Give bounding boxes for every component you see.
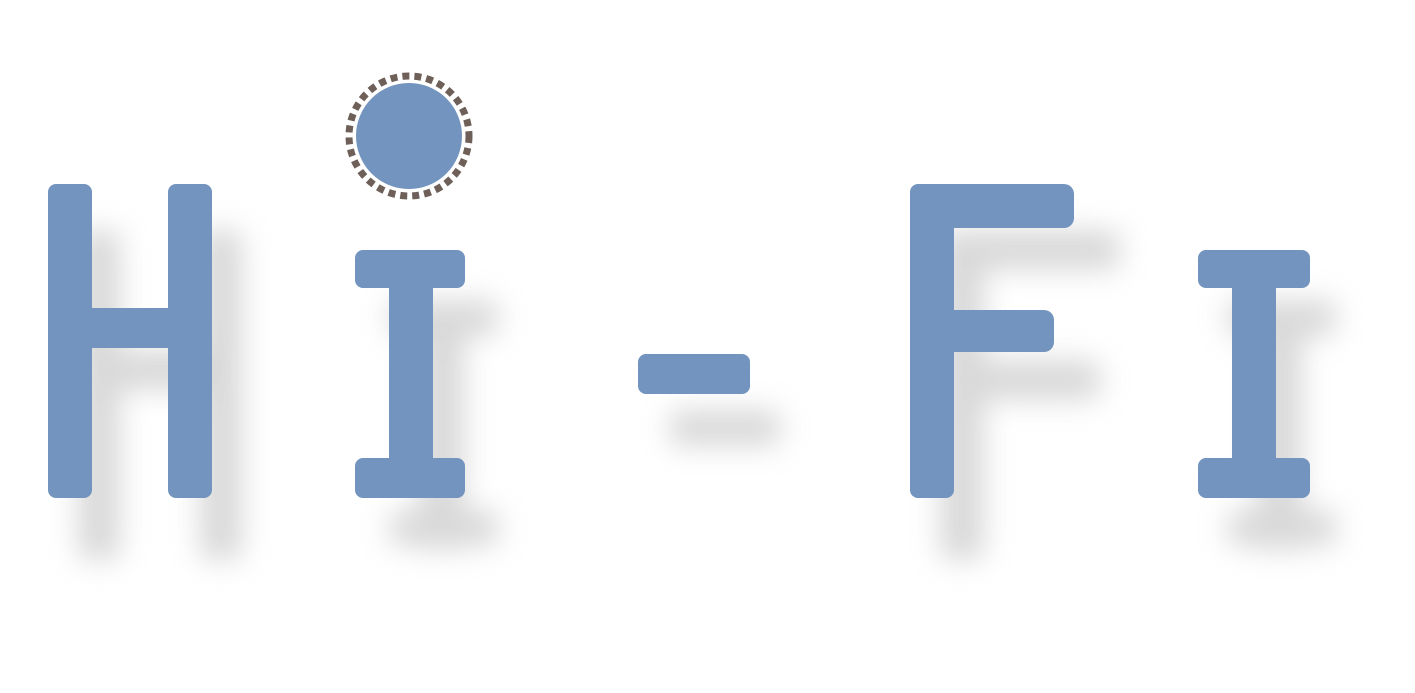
letter-i-upper [1198,250,1310,498]
logo-shadow [78,230,1336,560]
letter-f [910,184,1074,498]
dash-symbol [638,354,750,394]
letter-i-lower [355,250,465,498]
letter-h [48,184,212,498]
i-dot-icon [345,72,473,200]
